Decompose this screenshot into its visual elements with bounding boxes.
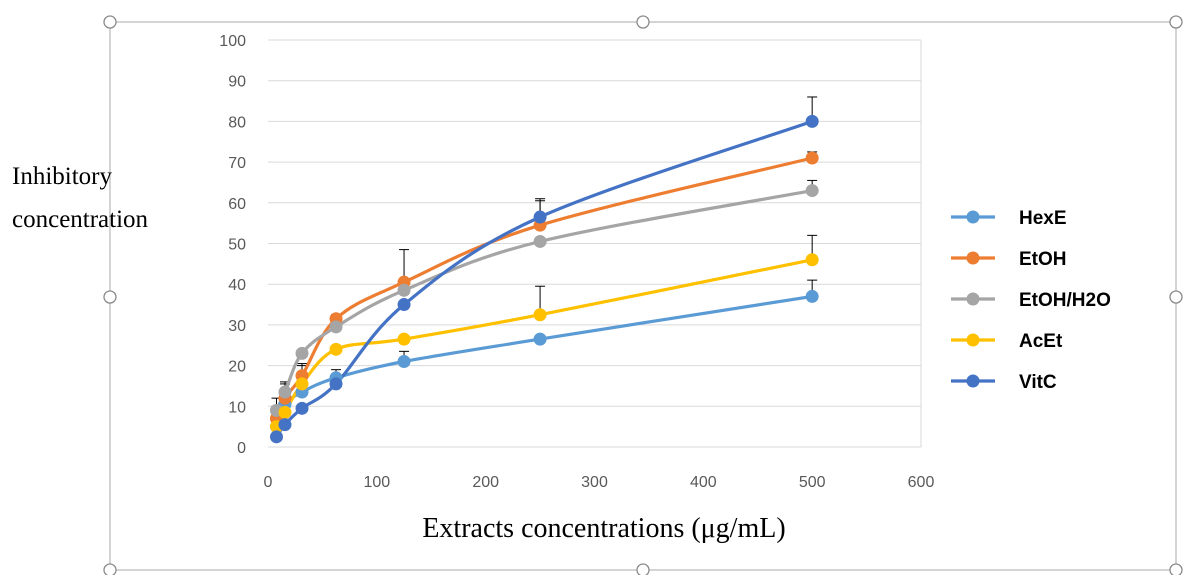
resize-handle[interactable] [103, 563, 117, 575]
legend-swatch-marker [966, 210, 980, 224]
x-axis-label: Extracts concentrations (μg/mL) [422, 513, 785, 544]
resize-handle[interactable] [103, 290, 117, 304]
data-point-acet [805, 253, 819, 267]
data-point-hexe [533, 332, 547, 346]
x-tick-label: 0 [264, 474, 273, 491]
legend-label: VitC [1019, 372, 1057, 393]
y-tick-label: 90 [228, 74, 246, 91]
data-point-acet [533, 308, 547, 322]
x-tick-label: 500 [799, 474, 826, 491]
y-tick-label: 100 [219, 33, 246, 50]
series-line-vitc [274, 119, 814, 439]
data-point-vitc [295, 401, 309, 415]
y-tick-label: 80 [228, 114, 246, 131]
data-point-acet [278, 405, 292, 419]
data-point-acet [295, 377, 309, 391]
gridlines [268, 39, 922, 448]
x-tick-label: 100 [363, 474, 390, 491]
legend-label: EtOH/H2O [1019, 290, 1111, 311]
data-point-etoh-h2o [278, 385, 292, 399]
y-tick-label: 70 [228, 155, 246, 172]
y-tick-label: 40 [228, 277, 246, 294]
legend-label: AcEt [1019, 331, 1063, 352]
data-points [269, 114, 819, 444]
x-tick-label: 600 [908, 474, 935, 491]
series-lines [274, 119, 814, 439]
data-point-vitc [278, 418, 292, 432]
resize-handle[interactable] [1169, 290, 1183, 304]
data-point-acet [397, 332, 411, 346]
data-point-etoh-h2o [805, 184, 819, 198]
y-tick-label: 30 [228, 318, 246, 335]
resize-handle[interactable] [1169, 15, 1183, 29]
data-point-etoh-h2o [329, 320, 343, 334]
data-point-vitc [397, 298, 411, 312]
legend-swatch-marker [966, 333, 980, 347]
x-tick-label: 200 [472, 474, 499, 491]
legend-swatch-marker [966, 374, 980, 388]
series-line-etoh-h2o [274, 189, 814, 412]
resize-handle[interactable] [636, 15, 650, 29]
x-tick-label: 400 [690, 474, 717, 491]
y-tick-label: 60 [228, 196, 246, 213]
data-point-vitc [533, 210, 547, 224]
legend-label: EtOH [1019, 249, 1067, 270]
data-point-etoh-h2o [533, 234, 547, 248]
resize-handle[interactable] [103, 15, 117, 29]
legend-swatch-marker [966, 251, 980, 265]
y-axis-tick-labels: 0 10 20 30 40 50 60 70 80 90 100 [219, 33, 246, 457]
y-axis-label-line2: concentration [12, 206, 149, 233]
x-tick-label: 300 [581, 474, 608, 491]
data-point-hexe [397, 355, 411, 369]
y-tick-label: 20 [228, 359, 246, 376]
y-tick-label: 10 [228, 399, 246, 416]
y-tick-label: 50 [228, 237, 246, 254]
data-point-hexe [805, 289, 819, 303]
legend-label: HexE [1019, 208, 1067, 229]
legend-swatch-marker [966, 292, 980, 306]
resize-handle[interactable] [636, 563, 650, 575]
x-axis-tick-labels: 0 100 200 300 400 500 600 [264, 474, 935, 491]
y-tick-label: 0 [237, 440, 246, 457]
legend: HexE EtOH EtOH/H2O AcEt VitC [951, 208, 1111, 393]
data-point-etoh-h2o [295, 346, 309, 360]
y-axis-label-line1: Inhibitory [12, 163, 112, 190]
data-point-etoh [805, 151, 819, 165]
data-point-acet [329, 342, 343, 356]
series-line-etoh [274, 156, 814, 421]
data-point-vitc [329, 377, 343, 391]
resize-handles[interactable] [103, 15, 1183, 575]
resize-handle[interactable] [1169, 563, 1183, 575]
data-point-etoh-h2o [397, 283, 411, 297]
data-point-vitc [805, 114, 819, 128]
data-point-vitc [269, 430, 283, 444]
